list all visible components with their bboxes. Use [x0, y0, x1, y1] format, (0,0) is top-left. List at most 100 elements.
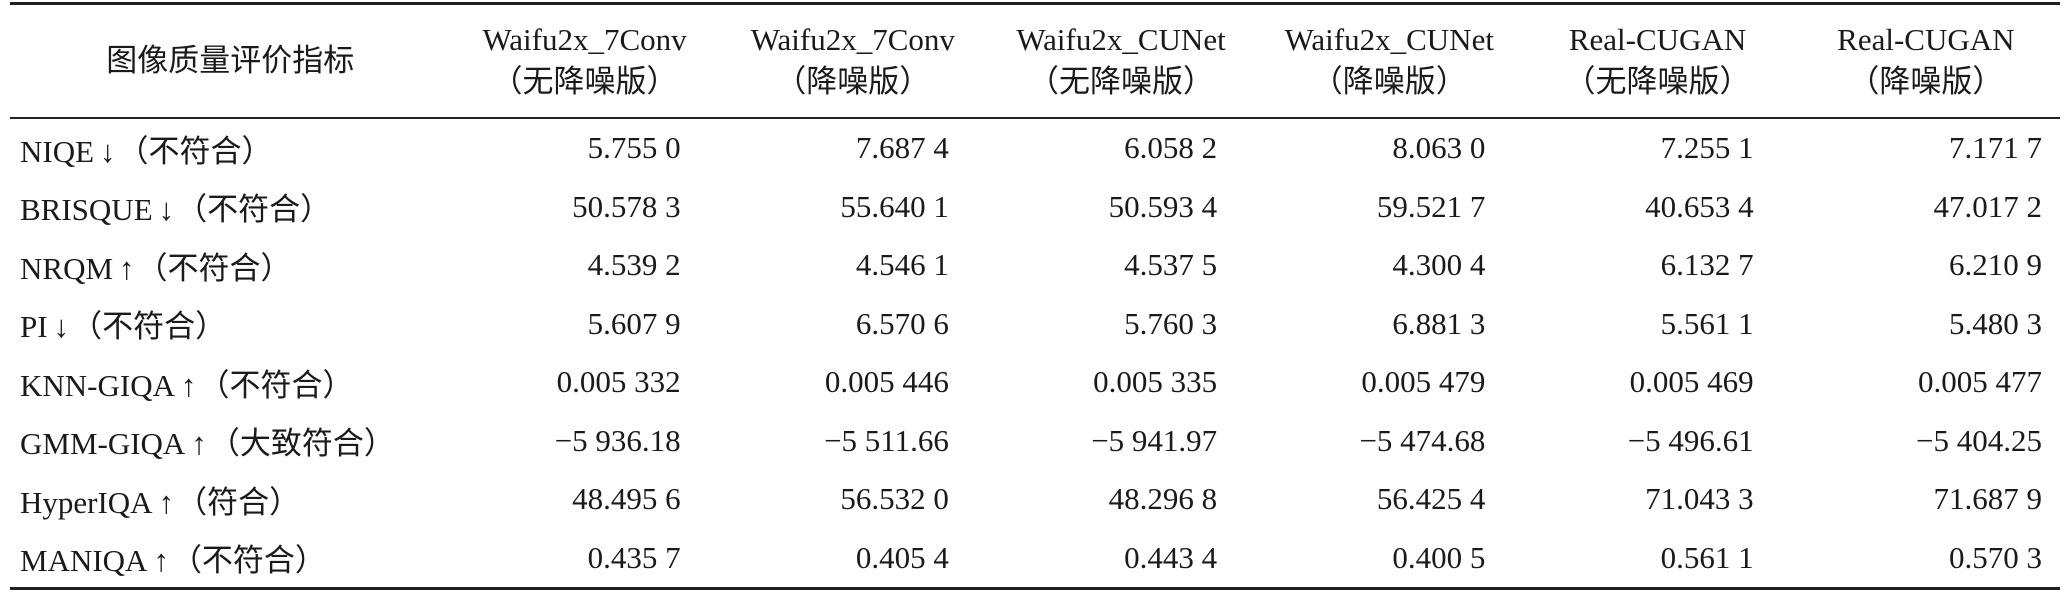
header-col-3-name: Waifu2x_CUNet — [1016, 22, 1226, 57]
metric-cell: PI ↓（不符合） — [10, 295, 450, 354]
header-col-4-name: Waifu2x_CUNet — [1284, 22, 1494, 57]
value-cell: −5 474.68 — [1359, 422, 1486, 458]
value-cell: 56.425 4 — [1376, 481, 1486, 517]
iqa-comparison-table: 图像质量评价指标 Waifu2x_7Conv （无降噪版） Waifu2x_7C… — [10, 2, 2060, 590]
header-col-6: Real-CUGAN （降噪版） — [1792, 4, 2060, 119]
results-table-container: 图像质量评价指标 Waifu2x_7Conv （无降噪版） Waifu2x_7C… — [10, 2, 2060, 590]
header-col-2-name: Waifu2x_7Conv — [750, 22, 955, 57]
value-cell: 0.435 7 — [587, 539, 681, 575]
table-row: GMM-GIQA ↑（大致符合） −5 936.18 −5 511.66 −5 9… — [10, 412, 2060, 471]
value-cell: 0.570 3 — [1949, 539, 2042, 575]
value-cell: 6.570 6 — [855, 305, 949, 341]
header-metric: 图像质量评价指标 — [106, 43, 355, 78]
value-cell: 7.171 7 — [1949, 130, 2042, 166]
metric-cell: NIQE ↓（不符合） — [10, 118, 450, 178]
value-cell: 0.005 446 — [824, 364, 949, 400]
value-cell: 55.640 1 — [840, 188, 949, 224]
header-col-4-variant: （降噪版） — [1311, 64, 1467, 99]
metric-note: （不符合） — [198, 367, 354, 403]
arrow-down-icon: ↓ — [100, 133, 116, 169]
metric-name: PI — [20, 309, 48, 345]
value-cell: 4.300 4 — [1392, 247, 1486, 283]
value-cell: 0.005 479 — [1361, 364, 1486, 400]
table-row: HyperIQA ↑（符合） 48.495 6 56.532 0 48.296 8… — [10, 470, 2060, 529]
header-col-5-variant: （无降噪版） — [1564, 64, 1751, 99]
value-cell: 6.881 3 — [1392, 305, 1486, 341]
arrow-down-icon: ↓ — [53, 309, 70, 345]
value-cell: 6.058 2 — [1124, 130, 1218, 166]
arrow-up-icon: ↑ — [119, 250, 135, 286]
value-cell: 8.063 0 — [1392, 130, 1486, 166]
metric-name: NRQM — [20, 250, 114, 286]
table-row: NIQE ↓（不符合） 5.755 0 7.687 4 6.058 2 8.063… — [10, 118, 2060, 178]
arrow-up-icon: ↑ — [180, 367, 197, 403]
value-cell: −5 511.66 — [824, 422, 949, 458]
header-col-6-name: Real-CUGAN — [1837, 22, 2015, 57]
value-cell: 4.546 1 — [855, 247, 949, 283]
metric-cell: BRISQUE ↓（不符合） — [10, 178, 450, 237]
value-cell: 48.296 8 — [1108, 481, 1218, 517]
value-cell: 59.521 7 — [1376, 188, 1486, 224]
metric-note: （不符合） — [136, 250, 292, 286]
metric-note: （不符合） — [170, 543, 326, 579]
header-col-2: Waifu2x_7Conv （降噪版） — [719, 4, 987, 119]
value-cell: 6.210 9 — [1949, 247, 2042, 283]
metric-note: （不符合） — [176, 192, 332, 228]
table-row: KNN-GIQA ↑（不符合） 0.005 332 0.005 446 0.005… — [10, 353, 2060, 412]
value-cell: 47.017 2 — [1933, 188, 2043, 224]
value-cell: 0.005 469 — [1629, 364, 1754, 400]
value-cell: 71.043 3 — [1645, 481, 1754, 517]
header-col-4: Waifu2x_CUNet （降噪版） — [1255, 4, 1523, 119]
value-cell: 0.005 332 — [556, 364, 681, 400]
metric-name: KNN-GIQA — [20, 367, 175, 403]
header-col-3: Waifu2x_CUNet （无降噪版） — [987, 4, 1255, 119]
value-cell: 4.539 2 — [587, 247, 681, 283]
value-cell: 48.495 6 — [572, 481, 681, 517]
arrow-up-icon: ↑ — [153, 543, 169, 579]
value-cell: 6.132 7 — [1660, 247, 1754, 283]
value-cell: 0.443 4 — [1124, 539, 1218, 575]
value-cell: 5.480 3 — [1949, 305, 2042, 341]
value-cell: 5.561 1 — [1660, 305, 1754, 341]
table-row: MANIQA ↑（不符合） 0.435 7 0.405 4 0.443 4 0.4… — [10, 529, 2060, 589]
header-col-1-name: Waifu2x_7Conv — [482, 22, 687, 57]
metric-name: GMM-GIQA — [20, 426, 186, 462]
header-col-5: Real-CUGAN （无降噪版） — [1523, 4, 1791, 119]
header-col-5-name: Real-CUGAN — [1568, 22, 1747, 57]
metric-note: （大致符合） — [208, 426, 395, 462]
value-cell: 56.532 0 — [840, 481, 949, 517]
value-cell: 50.593 4 — [1108, 188, 1218, 224]
metric-cell: KNN-GIQA ↑（不符合） — [10, 353, 450, 412]
metric-cell: NRQM ↑（不符合） — [10, 236, 450, 295]
metric-note: （不符合） — [117, 133, 273, 169]
table-row: BRISQUE ↓（不符合） 50.578 3 55.640 1 50.593 4… — [10, 178, 2060, 237]
value-cell: −5 936.18 — [554, 422, 681, 458]
metric-cell: GMM-GIQA ↑（大致符合） — [10, 412, 450, 471]
value-cell: −5 496.61 — [1627, 422, 1754, 458]
value-cell: 5.607 9 — [587, 305, 681, 341]
header-col-3-variant: （无降噪版） — [1028, 64, 1215, 99]
value-cell: −5 941.97 — [1091, 422, 1218, 458]
metric-note: （符合） — [176, 484, 301, 520]
value-cell: 0.561 1 — [1660, 539, 1754, 575]
value-cell: −5 404.25 — [1916, 422, 2042, 458]
value-cell: 40.653 4 — [1645, 188, 1754, 224]
value-cell: 5.755 0 — [587, 130, 681, 166]
header-col-1: Waifu2x_7Conv （无降噪版） — [450, 4, 718, 119]
header-col-6-variant: （降噪版） — [1848, 64, 2004, 99]
metric-name: NIQE — [20, 133, 95, 169]
value-cell: 4.537 5 — [1124, 247, 1218, 283]
header-col-2-variant: （降噪版） — [775, 64, 931, 99]
value-cell: 0.005 335 — [1093, 364, 1218, 400]
arrow-up-icon: ↑ — [158, 484, 175, 520]
header-col-1-variant: （无降噪版） — [491, 64, 678, 99]
metric-note: （不符合） — [71, 309, 227, 345]
header-row: 图像质量评价指标 Waifu2x_7Conv （无降噪版） Waifu2x_7C… — [10, 3, 2060, 119]
table-header: 图像质量评价指标 Waifu2x_7Conv （无降噪版） Waifu2x_7C… — [10, 3, 2060, 119]
value-cell: 71.687 9 — [1933, 481, 2043, 517]
metric-name: BRISQUE — [20, 192, 153, 228]
table-body: NIQE ↓（不符合） 5.755 0 7.687 4 6.058 2 8.063… — [10, 118, 2060, 589]
arrow-down-icon: ↓ — [158, 192, 175, 228]
value-cell: 50.578 3 — [572, 188, 681, 224]
value-cell: 0.005 477 — [1918, 364, 2042, 400]
